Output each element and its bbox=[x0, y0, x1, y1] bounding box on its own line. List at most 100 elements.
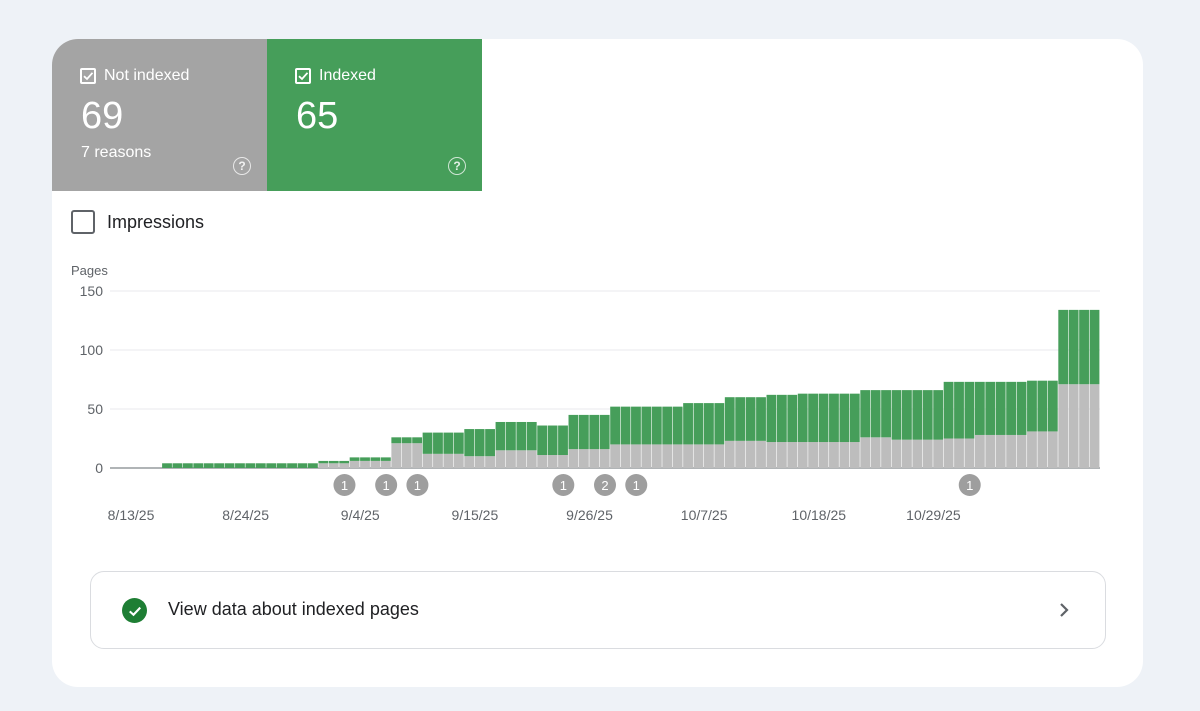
check-circle-icon bbox=[122, 598, 147, 623]
bar-not-indexed bbox=[985, 434, 996, 468]
bar-not-indexed bbox=[401, 443, 412, 468]
bar-not-indexed bbox=[974, 434, 985, 468]
bar-not-indexed bbox=[568, 449, 579, 468]
bar-indexed bbox=[162, 463, 172, 468]
bar-not-indexed bbox=[370, 460, 381, 468]
annotation-marker bbox=[958, 474, 981, 496]
bar-not-indexed bbox=[714, 444, 725, 468]
bar-not-indexed bbox=[891, 439, 902, 468]
bar-not-indexed bbox=[808, 442, 819, 468]
bar-not-indexed bbox=[558, 455, 568, 468]
bar-indexed bbox=[558, 425, 568, 456]
annotation-marker bbox=[406, 474, 429, 496]
bar-not-indexed bbox=[964, 438, 975, 468]
bar-indexed bbox=[849, 393, 860, 443]
bar-not-indexed bbox=[881, 437, 891, 468]
help-icon[interactable]: ? bbox=[448, 157, 466, 175]
bar-not-indexed bbox=[943, 438, 954, 468]
bar-not-indexed bbox=[537, 455, 548, 468]
bar-indexed bbox=[954, 381, 964, 439]
bar-not-indexed bbox=[797, 442, 808, 468]
bar-indexed bbox=[620, 406, 631, 445]
annotation-label: 1 bbox=[633, 478, 640, 493]
bar-not-indexed bbox=[1006, 434, 1017, 468]
bar-not-indexed bbox=[1037, 431, 1048, 468]
bar-indexed bbox=[422, 432, 433, 454]
bar-indexed bbox=[224, 463, 235, 468]
bar-not-indexed bbox=[995, 434, 1006, 468]
not-indexed-count: 69 bbox=[81, 95, 124, 137]
bar-indexed bbox=[308, 463, 318, 468]
bar-not-indexed bbox=[339, 463, 350, 468]
bar-indexed bbox=[672, 406, 683, 445]
bar-not-indexed bbox=[933, 439, 944, 468]
checkbox-checked-icon[interactable] bbox=[80, 68, 96, 84]
indexed-tile[interactable]: Indexed 65 ? bbox=[267, 39, 482, 191]
bar-indexed bbox=[1047, 380, 1058, 432]
bar-not-indexed bbox=[724, 440, 735, 468]
y-tick-label: 0 bbox=[95, 460, 103, 476]
bar-not-indexed bbox=[422, 453, 433, 468]
impressions-label: Impressions bbox=[107, 211, 205, 232]
bar-indexed bbox=[391, 437, 402, 444]
bar-not-indexed bbox=[1068, 384, 1079, 468]
not-indexed-header: Not indexed bbox=[80, 67, 189, 85]
annotation-label: 1 bbox=[414, 478, 421, 493]
bar-indexed bbox=[829, 393, 839, 443]
bar-indexed bbox=[537, 425, 548, 456]
bar-not-indexed bbox=[922, 439, 933, 468]
bar-not-indexed bbox=[704, 444, 714, 468]
bar-not-indexed bbox=[433, 453, 443, 468]
bar-indexed bbox=[1016, 381, 1027, 435]
view-indexed-pages-row[interactable]: View data about indexed pages bbox=[90, 571, 1106, 649]
bar-indexed bbox=[943, 381, 954, 439]
bar-indexed bbox=[1058, 309, 1069, 385]
chevron-right-icon[interactable] bbox=[1057, 600, 1071, 620]
bar-indexed bbox=[464, 429, 475, 457]
bar-not-indexed bbox=[954, 438, 964, 468]
y-tick-label: 50 bbox=[87, 401, 103, 417]
bar-indexed bbox=[568, 414, 579, 450]
checkbox-empty-icon[interactable] bbox=[71, 210, 95, 234]
not-indexed-label: Not indexed bbox=[104, 67, 190, 84]
bar-indexed bbox=[255, 463, 266, 468]
bar-indexed bbox=[599, 414, 610, 450]
annotation-marker bbox=[594, 474, 616, 496]
bar-indexed bbox=[922, 390, 933, 440]
help-icon[interactable]: ? bbox=[233, 157, 251, 175]
bar-not-indexed bbox=[506, 450, 516, 468]
bar-indexed bbox=[182, 463, 193, 468]
bar-indexed bbox=[547, 425, 558, 456]
bar-not-indexed bbox=[651, 444, 662, 468]
bar-indexed bbox=[276, 463, 287, 468]
bar-indexed bbox=[631, 406, 641, 445]
checkbox-checked-icon[interactable] bbox=[295, 68, 311, 84]
annotation-marker bbox=[552, 474, 575, 496]
bar-indexed bbox=[453, 432, 464, 454]
bar-indexed bbox=[360, 457, 370, 461]
bar-indexed bbox=[474, 429, 485, 457]
bar-indexed bbox=[693, 403, 704, 445]
bar-not-indexed bbox=[1058, 384, 1069, 468]
bar-indexed bbox=[724, 397, 735, 441]
bar-not-indexed bbox=[349, 460, 360, 468]
bar-indexed bbox=[433, 432, 443, 454]
bar-indexed bbox=[318, 460, 329, 464]
bar-indexed bbox=[797, 393, 808, 443]
annotation-label: 1 bbox=[341, 478, 348, 493]
bar-indexed bbox=[766, 394, 777, 443]
bar-indexed bbox=[495, 421, 506, 451]
bar-indexed bbox=[578, 414, 589, 450]
bar-not-indexed bbox=[829, 442, 839, 468]
indexed-label: Indexed bbox=[319, 67, 376, 84]
bar-indexed bbox=[297, 463, 308, 468]
bar-not-indexed bbox=[839, 442, 850, 468]
not-indexed-tile[interactable]: Not indexed 69 7 reasons ? bbox=[52, 39, 267, 191]
impressions-toggle[interactable]: Impressions bbox=[71, 210, 204, 234]
bar-indexed bbox=[870, 390, 881, 438]
bar-indexed bbox=[704, 403, 714, 445]
bar-indexed bbox=[214, 463, 225, 468]
bar-not-indexed bbox=[599, 449, 610, 468]
bar-indexed bbox=[995, 381, 1006, 435]
bar-not-indexed bbox=[391, 443, 402, 468]
